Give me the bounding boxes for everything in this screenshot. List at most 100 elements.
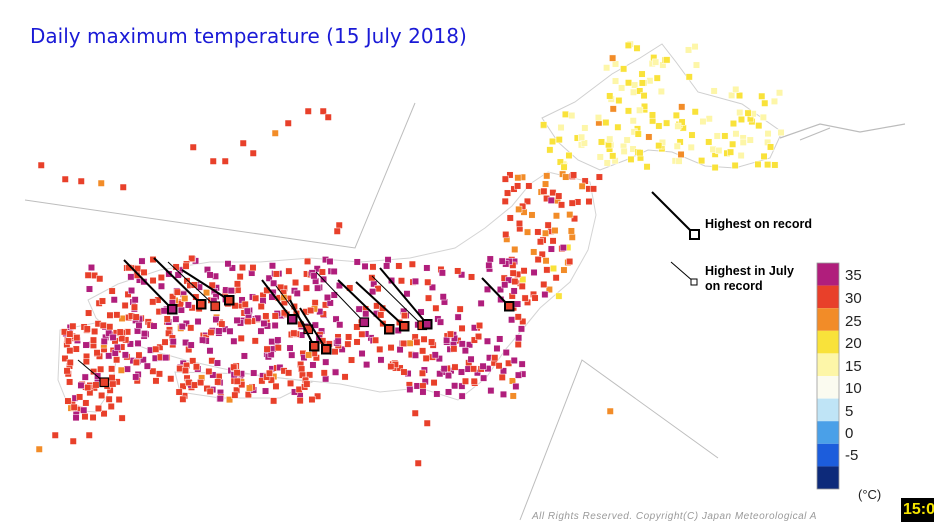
station-marker xyxy=(566,258,574,266)
station-marker xyxy=(445,388,453,396)
station-marker xyxy=(419,382,427,390)
ogasawara-inset-frame xyxy=(519,359,719,521)
station-marker xyxy=(675,157,683,165)
station-marker xyxy=(710,87,718,95)
station-marker xyxy=(737,152,745,160)
station-marker xyxy=(728,91,736,99)
station-marker xyxy=(777,129,785,137)
station-marker xyxy=(727,148,735,156)
legend-record-marker xyxy=(689,229,700,240)
record-marker xyxy=(359,317,370,328)
station-marker xyxy=(509,269,517,277)
station-marker xyxy=(446,330,454,338)
station-marker xyxy=(304,107,312,115)
station-marker xyxy=(606,135,614,143)
station-marker xyxy=(83,325,91,333)
station-marker xyxy=(84,384,92,392)
station-marker xyxy=(181,366,189,374)
legend-tick-10: 10 xyxy=(845,380,862,397)
color-scale-bin xyxy=(817,466,839,489)
station-marker xyxy=(109,333,117,341)
station-marker xyxy=(515,205,523,213)
station-marker xyxy=(99,321,107,329)
legend-record-line xyxy=(651,191,695,235)
station-marker xyxy=(320,369,328,377)
station-marker xyxy=(197,379,205,387)
station-marker xyxy=(737,115,745,123)
station-marker xyxy=(119,183,127,191)
station-marker xyxy=(732,130,740,138)
station-marker xyxy=(332,368,340,376)
station-marker xyxy=(536,238,544,246)
station-marker xyxy=(123,365,131,373)
station-marker xyxy=(175,388,183,396)
station-marker xyxy=(729,140,737,148)
station-marker xyxy=(483,337,491,345)
station-marker xyxy=(631,81,639,89)
station-marker xyxy=(77,381,85,389)
station-marker xyxy=(655,142,663,150)
station-marker xyxy=(501,175,509,183)
kuril-outline xyxy=(779,123,906,141)
station-marker xyxy=(649,117,657,125)
station-marker xyxy=(231,391,239,399)
station-marker xyxy=(105,395,113,403)
station-marker xyxy=(265,369,273,377)
record-marker xyxy=(99,377,110,388)
station-marker xyxy=(606,92,614,100)
station-marker xyxy=(406,339,414,347)
station-marker xyxy=(685,46,693,54)
station-marker xyxy=(132,313,140,321)
station-marker xyxy=(131,296,139,304)
station-marker xyxy=(715,147,723,155)
record-leader-line xyxy=(289,299,315,347)
station-marker xyxy=(82,358,90,366)
station-marker xyxy=(206,271,214,279)
station-marker xyxy=(241,300,249,308)
station-marker xyxy=(705,115,713,123)
station-marker xyxy=(470,377,478,385)
legend-tick-0: 0 xyxy=(845,425,854,442)
color-scale-bin xyxy=(817,376,839,399)
record-marker xyxy=(287,314,298,325)
legend-tick-30: 30 xyxy=(845,290,862,307)
okinawa-inset-frame xyxy=(24,102,416,249)
station-marker xyxy=(663,56,671,64)
station-marker xyxy=(213,359,221,367)
station-marker xyxy=(206,387,214,395)
record-markers xyxy=(77,257,515,388)
station-marker xyxy=(305,351,313,359)
record-marker xyxy=(504,301,515,312)
station-marker xyxy=(132,358,140,366)
station-marker xyxy=(98,297,106,305)
station-marker xyxy=(233,316,241,324)
station-marker xyxy=(272,270,280,278)
station-marker xyxy=(311,299,319,307)
station-marker xyxy=(571,215,579,223)
station-marker xyxy=(165,270,173,278)
station-marker xyxy=(189,143,197,151)
station-marker xyxy=(108,374,116,382)
station-marker xyxy=(331,348,339,356)
station-marker xyxy=(117,366,125,374)
station-marker xyxy=(292,279,300,287)
station-marker xyxy=(140,278,148,286)
station-marker xyxy=(355,305,363,313)
station-marker xyxy=(138,257,146,265)
station-marker xyxy=(377,311,385,319)
station-marker xyxy=(98,391,106,399)
legend-tick-minus5: -5 xyxy=(845,447,859,464)
station-marker xyxy=(498,373,506,381)
station-marker xyxy=(239,139,247,147)
station-marker xyxy=(428,283,436,291)
station-marker xyxy=(406,385,414,393)
station-marker xyxy=(96,275,104,283)
station-marker xyxy=(655,122,663,130)
station-marker xyxy=(454,313,462,321)
station-marker xyxy=(203,289,211,297)
station-marker xyxy=(458,382,466,390)
station-marker xyxy=(495,362,503,370)
station-marker xyxy=(594,114,602,122)
station-marker xyxy=(456,305,464,313)
station-marker xyxy=(627,155,635,163)
